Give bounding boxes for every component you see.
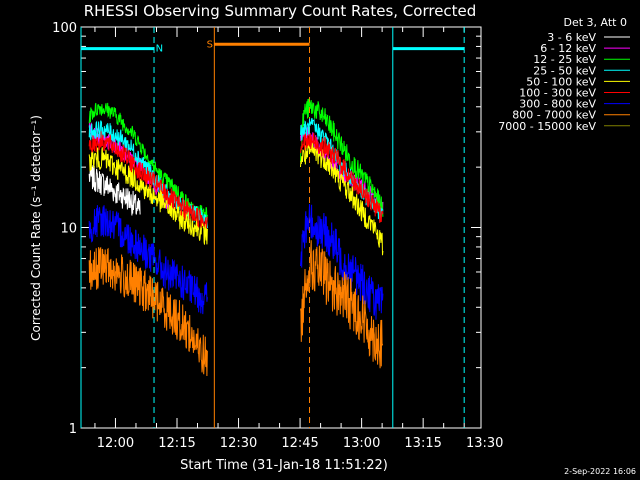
legend-entry: 100 - 300 keV: [519, 87, 596, 100]
series-trace: [88, 131, 208, 229]
y-tick-label: 1: [69, 422, 77, 437]
series-trace: [300, 98, 384, 217]
series-trace: [300, 203, 384, 320]
footer-date: 2-Sep-2022 16:06: [564, 467, 636, 476]
series-trace: [300, 132, 384, 223]
series-3-6-kev: [88, 164, 141, 216]
legend-entry: 300 - 800 keV: [519, 98, 596, 111]
series-50-100-kev: [88, 140, 384, 256]
y-tick-label: 100: [52, 21, 77, 36]
x-tick-label: 12:15: [158, 436, 195, 451]
x-tick-label: 12:45: [281, 436, 318, 451]
legend-entry: 12 - 25 keV: [533, 53, 596, 66]
legend-entry: 25 - 50 keV: [533, 64, 596, 77]
legend-entry: 800 - 7000 keV: [512, 109, 596, 122]
series-12-25-kev: [88, 98, 384, 220]
x-tick-label: 13:00: [343, 436, 380, 451]
y-axis-label: Corrected Count Rate (s⁻¹ detector⁻¹): [29, 115, 43, 341]
series-800-7000-kev: [88, 240, 384, 377]
x-tick-label: 12:00: [97, 436, 134, 451]
series-trace: [88, 147, 208, 245]
legend-entry: 7000 - 15000 keV: [498, 120, 596, 133]
y-tick-label: 10: [60, 222, 77, 237]
legend-entry: 50 - 100 keV: [526, 75, 596, 88]
x-tick-label: 13:15: [404, 436, 441, 451]
series-trace: [88, 164, 141, 216]
x-axis-label: Start Time (31-Jan-18 11:51:22): [180, 458, 388, 473]
series-trace: [88, 205, 208, 315]
series-100-300-kev: [88, 131, 384, 229]
x-tick-label: 13:30: [466, 436, 503, 451]
series-trace: [88, 246, 208, 377]
series-trace: [300, 240, 384, 369]
flag-label: S: [207, 39, 213, 50]
series-trace: [300, 140, 384, 256]
chart-title: RHESSI Observing Summary Count Rates, Co…: [84, 2, 477, 20]
legend-entry: 6 - 12 keV: [540, 42, 596, 55]
x-tick-label: 12:30: [220, 436, 257, 451]
series-300-800-kev: [88, 203, 384, 320]
flag-label: N: [156, 44, 163, 55]
legend-header: Det 3, Att 0: [564, 16, 628, 29]
series-trace: [88, 102, 208, 220]
legend-entry: 3 - 6 keV: [547, 31, 596, 44]
